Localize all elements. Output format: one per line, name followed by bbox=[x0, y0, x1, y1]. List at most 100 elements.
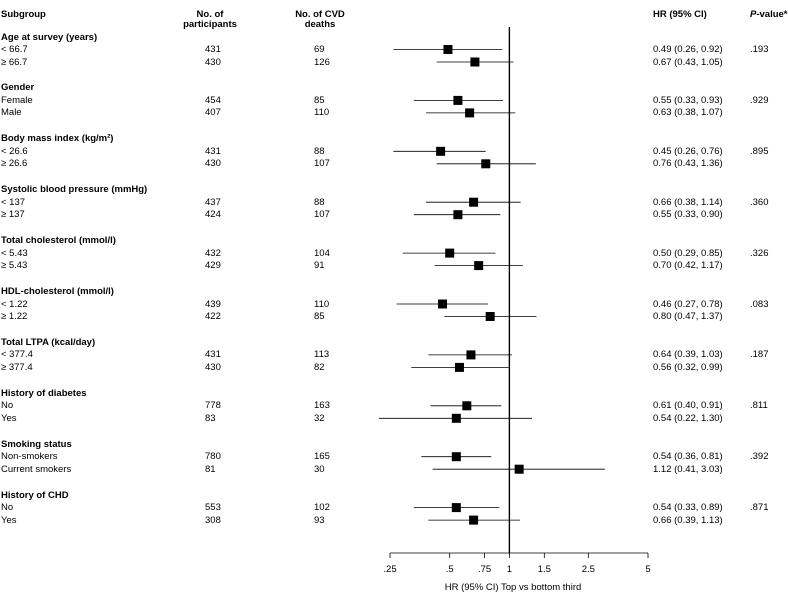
hr-marker bbox=[470, 57, 480, 67]
header-pvalue-p: P bbox=[750, 9, 757, 20]
group-title: Age at survey (years) bbox=[1, 31, 98, 43]
row-deaths: 69 bbox=[314, 44, 325, 55]
row-deaths: 88 bbox=[314, 196, 325, 208]
row-label: < 1.22 bbox=[1, 298, 28, 310]
hr-marker bbox=[469, 197, 479, 207]
row-hr-text: 0.49 (0.26, 0.92) bbox=[653, 44, 723, 55]
hr-marker bbox=[469, 515, 479, 525]
group-title: Gender bbox=[1, 82, 35, 94]
row-deaths: 126 bbox=[314, 56, 330, 68]
x-tick-label: 2.5 bbox=[582, 564, 595, 575]
row-deaths: 88 bbox=[314, 145, 325, 157]
row-participants: 430 bbox=[205, 56, 221, 68]
header-deaths-line2: deaths bbox=[304, 19, 336, 30]
row-hr-text: 0.50 (0.29, 0.85) bbox=[653, 247, 723, 259]
row-participants: 81 bbox=[205, 463, 216, 475]
hr-marker bbox=[445, 248, 455, 258]
row-deaths: 163 bbox=[314, 400, 330, 412]
row-deaths: 93 bbox=[314, 514, 325, 526]
row-label: < 26.6 bbox=[1, 145, 28, 157]
row-deaths: 102 bbox=[314, 502, 330, 514]
group-title: History of diabetes bbox=[1, 387, 87, 399]
row-label: No bbox=[1, 502, 14, 514]
x-axis-title: HR (95% CI) Top vs bottom third bbox=[444, 582, 582, 593]
group-title: Body mass index (kg/m²) bbox=[1, 133, 114, 145]
group-title: HDL-cholesterol (mmol/l) bbox=[1, 286, 114, 297]
hr-marker bbox=[466, 350, 476, 360]
row-label: Non-smokers bbox=[1, 451, 58, 463]
row-deaths: 110 bbox=[314, 107, 330, 119]
hr-marker bbox=[454, 362, 464, 372]
group-p-value: .929 bbox=[750, 94, 769, 106]
row-hr-text: 0.80 (0.47, 1.37) bbox=[653, 311, 723, 322]
hr-marker bbox=[443, 45, 453, 54]
row-participants: 83 bbox=[205, 412, 216, 424]
row-hr-text: 0.54 (0.33, 0.89) bbox=[653, 502, 723, 514]
hr-marker bbox=[438, 299, 448, 309]
row-deaths: 91 bbox=[314, 260, 325, 272]
row-participants: 432 bbox=[205, 247, 221, 259]
group-p-value: .360 bbox=[750, 196, 769, 208]
group-title: Smoking status bbox=[1, 438, 72, 450]
row-label: < 5.43 bbox=[1, 247, 28, 259]
group-title: Total LTPA (kcal/day) bbox=[1, 336, 96, 348]
row-deaths: 107 bbox=[314, 158, 330, 170]
header-subgroup: Subgroup bbox=[1, 9, 46, 20]
hr-marker bbox=[485, 312, 495, 321]
row-label: ≥ 26.6 bbox=[1, 158, 28, 170]
group-title: Total cholesterol (mmol/l) bbox=[1, 235, 116, 247]
row-hr-text: 0.54 (0.36, 0.81) bbox=[653, 451, 723, 463]
hr-marker bbox=[453, 210, 463, 220]
row-hr-text: 0.66 (0.39, 1.13) bbox=[653, 514, 723, 526]
hr-marker bbox=[474, 261, 484, 271]
group-p-value: .811 bbox=[750, 400, 768, 412]
row-participants: 780 bbox=[205, 451, 221, 463]
hr-marker bbox=[451, 452, 461, 462]
hr-marker bbox=[436, 146, 446, 156]
row-participants: 407 bbox=[205, 107, 221, 119]
group-p-value: .392 bbox=[750, 451, 769, 463]
row-participants: 437 bbox=[205, 196, 221, 208]
header-hr: HR (95% CI) bbox=[653, 9, 707, 20]
row-deaths: 82 bbox=[314, 361, 325, 373]
row-participants: 308 bbox=[205, 514, 221, 526]
row-hr-text: 0.54 (0.22, 1.30) bbox=[653, 412, 723, 424]
row-participants: 422 bbox=[205, 311, 221, 322]
row-hr-text: 0.64 (0.39, 1.03) bbox=[653, 349, 723, 361]
hr-marker bbox=[465, 108, 475, 118]
row-label: ≥ 66.7 bbox=[1, 56, 28, 68]
row-label: ≥ 1.22 bbox=[1, 311, 28, 322]
group-p-value: .083 bbox=[750, 298, 769, 310]
hr-marker bbox=[481, 159, 491, 169]
x-tick-label: .5 bbox=[446, 564, 454, 575]
row-hr-text: 0.76 (0.43, 1.36) bbox=[653, 158, 723, 170]
group-title: History of CHD bbox=[1, 489, 69, 501]
row-label: No bbox=[1, 400, 14, 412]
row-deaths: 104 bbox=[314, 247, 330, 259]
hr-marker bbox=[462, 401, 472, 411]
group-p-value: .187 bbox=[750, 349, 769, 361]
row-label: < 137 bbox=[1, 196, 26, 208]
row-hr-text: 0.55 (0.33, 0.90) bbox=[653, 209, 723, 221]
hr-marker bbox=[453, 95, 463, 105]
row-hr-text: 0.63 (0.38, 1.07) bbox=[653, 107, 723, 119]
header-participants-line1: No. of bbox=[196, 9, 224, 20]
row-hr-text: 1.12 (0.41, 3.03) bbox=[653, 463, 723, 475]
row-deaths: 32 bbox=[314, 412, 325, 424]
row-deaths: 85 bbox=[314, 311, 325, 322]
row-participants: 439 bbox=[205, 298, 221, 310]
group-p-value: .895 bbox=[750, 145, 769, 157]
row-hr-text: 0.45 (0.26, 0.76) bbox=[653, 145, 723, 157]
row-hr-text: 0.46 (0.27, 0.78) bbox=[653, 298, 723, 310]
x-tick-label: 1.5 bbox=[538, 564, 551, 575]
x-tick-label: 5 bbox=[645, 564, 650, 575]
row-participants: 429 bbox=[205, 260, 221, 272]
header-pvalue: P-value* bbox=[750, 9, 788, 20]
row-participants: 430 bbox=[205, 361, 221, 373]
group-title: Systolic blood pressure (mmHg) bbox=[1, 184, 148, 196]
row-hr-text: 0.56 (0.32, 0.99) bbox=[653, 361, 723, 373]
row-participants: 431 bbox=[205, 145, 221, 157]
row-label: Male bbox=[1, 107, 22, 119]
x-tick-label: 1 bbox=[507, 564, 512, 575]
